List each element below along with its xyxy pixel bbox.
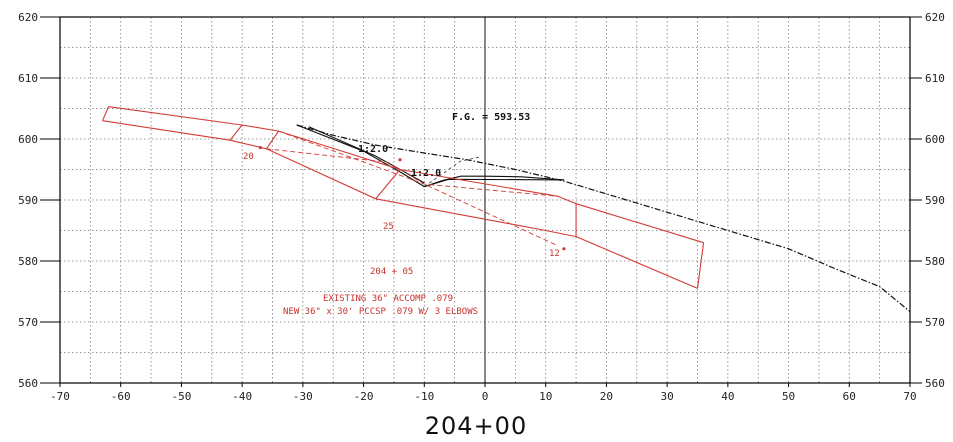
plot-grid xyxy=(59,16,911,384)
pipe-top-line xyxy=(108,106,704,244)
x-tick-label: 20 xyxy=(600,390,613,403)
y-axis-left: 560 570 580 590 600 610 620 xyxy=(18,11,60,390)
slope-label-lower: 1:2.0 xyxy=(411,168,441,179)
x-tick-label: 10 xyxy=(539,390,552,403)
pipe-joint-line xyxy=(101,106,110,121)
finished-grade-label: F.G. = 593.53 xyxy=(452,112,530,123)
note-new-pipe: NEW 36" x 30' PCCSP .079 W/ 3 ELBOWS xyxy=(283,307,478,317)
x-tick-label: 60 xyxy=(843,390,856,403)
y-tick-label-left: 560 xyxy=(18,377,38,390)
pipe-joint-line xyxy=(229,124,243,141)
x-tick-label: 50 xyxy=(782,390,795,403)
pipe-bottom-line xyxy=(102,120,698,289)
point-label-20: 20 xyxy=(243,152,254,162)
x-tick-label: -40 xyxy=(232,390,252,403)
point-label-25: 25 xyxy=(383,222,394,232)
x-tick-label: 70 xyxy=(903,390,916,403)
ditch-bottom-line xyxy=(424,178,564,188)
profile-drawing xyxy=(101,106,911,313)
y-tick-label-left: 610 xyxy=(18,72,38,85)
y-axis-right: 560 570 580 590 600 610 620 xyxy=(910,11,945,390)
station-sub-label: 204 + 05 xyxy=(370,267,413,277)
y-tick-label-left: 620 xyxy=(18,11,38,24)
x-tick-label: -30 xyxy=(293,390,313,403)
survey-point-marker xyxy=(398,158,402,162)
y-tick-label-left: 580 xyxy=(18,255,38,268)
x-tick-label: -70 xyxy=(50,390,70,403)
y-tick-label-left: 600 xyxy=(18,133,38,146)
pipe-joint-line xyxy=(265,130,280,150)
x-tick-label: -20 xyxy=(354,390,374,403)
y-tick-label-left: 570 xyxy=(18,316,38,329)
pipe-upper-dashed xyxy=(278,130,558,197)
y-tick-label-right: 590 xyxy=(925,194,945,207)
y-tick-label-right: 620 xyxy=(925,11,945,24)
x-tick-label: -60 xyxy=(111,390,131,403)
x-tick-label: -10 xyxy=(414,390,434,403)
slope-label-upper: 1:2.0 xyxy=(358,144,388,155)
survey-point-marker xyxy=(562,247,566,251)
pipe-joint-line xyxy=(375,169,401,200)
x-tick-label: 40 xyxy=(721,390,734,403)
survey-point-marker xyxy=(258,145,262,150)
y-tick-label-right: 570 xyxy=(925,316,945,329)
station-label: 204+00 xyxy=(425,412,527,440)
point-label-12: 12 xyxy=(549,249,560,259)
y-tick-label-right: 560 xyxy=(925,377,945,390)
ditch-dashed-slope xyxy=(424,156,479,187)
existing-ground-line xyxy=(296,124,911,313)
pipe-centerline-dashed xyxy=(266,148,559,247)
note-existing-pipe: EXISTING 36" ACCOMP .079 xyxy=(323,294,453,304)
x-axis: -70 -60 -50 -40 -30 -20 -10 0 10 20 30 40 50 60 70 xyxy=(50,383,917,403)
pipe-joint-line xyxy=(696,242,705,289)
x-tick-label: -50 xyxy=(171,390,191,403)
ditch-profile-line xyxy=(296,124,564,188)
x-tick-label: 0 xyxy=(482,390,489,403)
y-tick-label-right: 610 xyxy=(925,72,945,85)
y-tick-label-right: 600 xyxy=(925,133,945,146)
y-tick-label-right: 580 xyxy=(925,255,945,268)
y-tick-label-left: 590 xyxy=(18,194,38,207)
x-tick-label: 30 xyxy=(661,390,674,403)
